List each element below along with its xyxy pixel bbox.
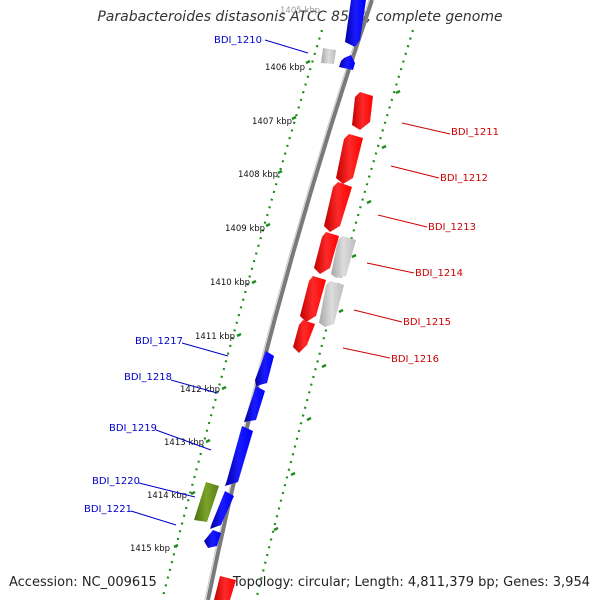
tick-label: 1406 kbp — [265, 63, 305, 73]
gene-label[interactable]: BDI_1221 — [84, 504, 132, 515]
plus-strand-features — [214, 92, 373, 600]
gene-feature-plus[interactable] — [324, 182, 352, 232]
tick-label-partial: 1405 kbp — [280, 6, 320, 16]
gene-feature-minus[interactable] — [244, 386, 265, 422]
gene-label[interactable]: BDI_1210 — [214, 35, 262, 46]
gene-label[interactable]: BDI_1215 — [403, 317, 451, 328]
gene-label[interactable]: BDI_1217 — [135, 336, 183, 347]
tick-label: 1409 kbp — [225, 224, 265, 234]
gene-label[interactable]: BDI_1216 — [391, 354, 439, 365]
tick-labels: 1405 kbp 1406 kbp 1407 kbp 1408 kbp 1409… — [130, 6, 320, 554]
gene-feature-rna[interactable] — [194, 482, 219, 522]
gene-feature-plus[interactable] — [300, 276, 326, 322]
tick-label: 1410 kbp — [210, 278, 250, 288]
gene-label[interactable]: BDI_1219 — [109, 423, 157, 434]
gene-label[interactable]: BDI_1214 — [415, 268, 463, 279]
map-title: Parabacteroides distasonis ATCC 8503, co… — [97, 9, 503, 25]
gene-feature-plus[interactable] — [293, 320, 315, 353]
accession-text: Accession: NC_009615 — [9, 575, 157, 590]
gene-label[interactable]: BDI_1211 — [451, 127, 499, 138]
tick-label: 1408 kbp — [238, 170, 278, 180]
gene-feature-minus[interactable] — [255, 351, 274, 386]
tick-label: 1413 kbp — [164, 438, 204, 448]
gene-feature-minus-partial[interactable] — [345, 0, 366, 47]
tick-label: 1407 kbp — [252, 117, 292, 127]
gene-feature-minus[interactable] — [204, 530, 221, 548]
tick-label: 1414 kbp — [147, 491, 187, 501]
minus-strand-features — [204, 0, 366, 548]
gene-feature-plus[interactable] — [314, 232, 339, 274]
gene-feature-minus[interactable] — [210, 491, 234, 529]
genome-backbone — [206, 0, 374, 600]
gene-feature-other[interactable] — [331, 236, 356, 278]
tick-label: 1412 kbp — [180, 385, 220, 395]
gene-label[interactable]: BDI_1218 — [124, 372, 172, 383]
genome-summary-text: Topology: circular; Length: 4,811,379 bp… — [232, 575, 590, 590]
tick-label: 1411 kbp — [195, 332, 235, 342]
tick-label: 1415 kbp — [130, 544, 170, 554]
other-features — [319, 48, 356, 327]
gene-feature-plus[interactable] — [336, 134, 363, 184]
gene-label[interactable]: BDI_1220 — [92, 476, 140, 487]
gene-feature-plus-partial[interactable] — [214, 576, 236, 600]
major-ticks — [173, 59, 401, 549]
gene-feature-other[interactable] — [321, 48, 336, 64]
gene-label[interactable]: BDI_1212 — [440, 173, 488, 184]
gene-feature-other[interactable] — [319, 281, 344, 327]
gene-feature-minus[interactable] — [225, 426, 253, 486]
gene-labels: BDI_1210 BDI_1211 BDI_1212 BDI_1213 BDI_… — [84, 35, 499, 515]
label-leaders — [130, 39, 451, 526]
gene-feature-minus[interactable] — [339, 55, 355, 70]
gene-feature-plus[interactable] — [352, 92, 373, 130]
inner-tick-track — [160, 29, 324, 600]
gene-label[interactable]: BDI_1213 — [428, 222, 476, 233]
